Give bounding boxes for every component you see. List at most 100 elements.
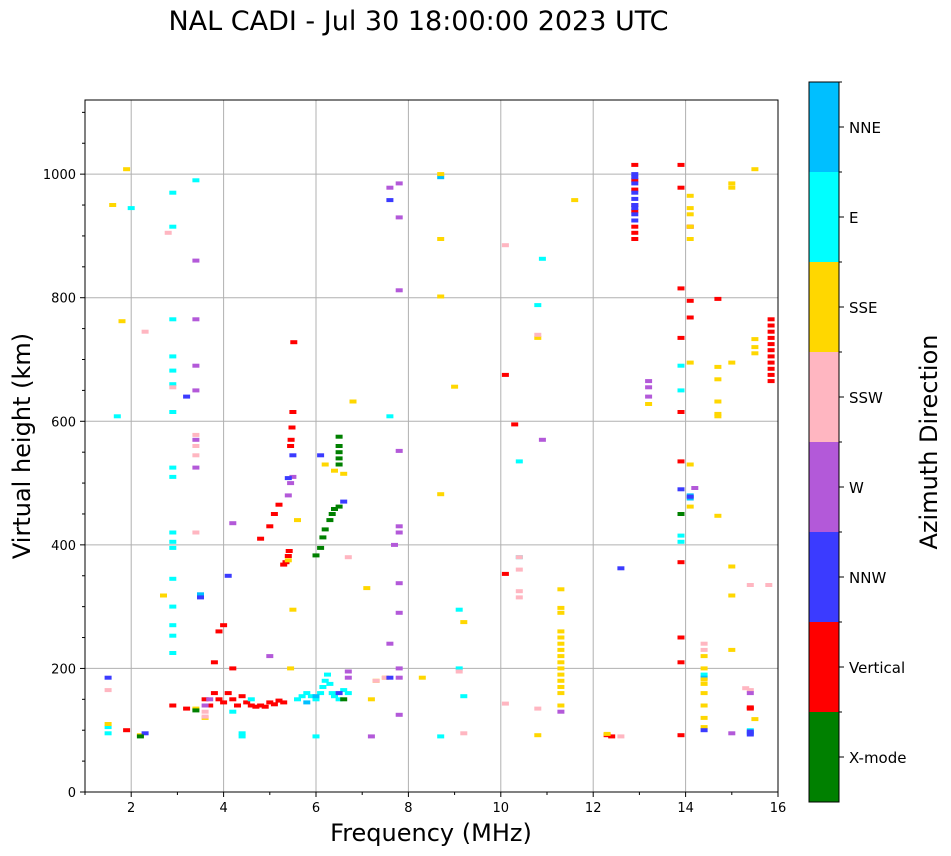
data-point-vertical — [261, 704, 269, 709]
colorbar-tick-label: E — [849, 209, 858, 227]
data-point-ssw — [746, 583, 754, 587]
data-point-vertical — [201, 697, 209, 702]
data-point-sse — [714, 513, 722, 518]
data-point-w — [395, 712, 403, 717]
data-point-vertical — [280, 700, 288, 705]
data-point-sse — [534, 335, 542, 340]
data-point-w — [395, 215, 403, 220]
data-point-nnw — [617, 566, 625, 571]
data-point-e — [326, 681, 334, 686]
data-point-vertical — [677, 733, 685, 738]
data-point-e — [534, 303, 542, 308]
data-point-e — [169, 651, 177, 655]
data-point-sse — [557, 587, 565, 592]
data-point-e — [312, 734, 320, 739]
data-point-w — [395, 666, 403, 671]
data-point-w — [192, 317, 200, 322]
data-point-e — [169, 530, 177, 535]
colorbar: X-mode Vertical NNW W SSW SSE E NNE — [808, 81, 906, 803]
data-point-x-mode — [328, 512, 336, 516]
data-point-sse — [437, 172, 445, 177]
data-point-vertical — [767, 317, 775, 322]
data-point-vertical — [210, 660, 218, 665]
data-point-w — [645, 379, 653, 384]
data-point-nnw — [197, 595, 204, 600]
data-point-vertical — [266, 524, 274, 529]
data-point-vertical — [270, 702, 278, 707]
data-point-e — [460, 694, 468, 699]
data-point-nnw — [183, 394, 191, 399]
data-point-ssw — [746, 688, 754, 693]
data-point-sse — [294, 518, 301, 523]
data-point-vertical — [290, 340, 298, 345]
data-point-e — [169, 576, 177, 581]
colorbar-frame — [808, 81, 840, 803]
data-layer — [104, 162, 775, 739]
data-point-ssw — [192, 444, 200, 448]
data-point-sse — [349, 399, 357, 404]
data-point-nnw — [746, 729, 754, 734]
x-tick-label: 10 — [493, 801, 510, 816]
data-point-nnw — [289, 453, 297, 458]
data-point-sse — [700, 681, 708, 686]
data-point-vertical — [289, 410, 297, 414]
data-point-ssw — [534, 332, 542, 337]
data-point-sse — [571, 198, 579, 203]
data-point-e — [307, 694, 315, 699]
data-point-nnw — [631, 175, 639, 180]
data-point-x-mode — [335, 434, 343, 439]
data-point-nnw — [631, 181, 639, 186]
data-point-sse — [700, 666, 708, 671]
data-point-nnw — [386, 675, 394, 680]
data-point-nnw — [631, 172, 639, 177]
data-point-vertical — [257, 536, 265, 541]
data-point-vertical — [266, 700, 274, 705]
data-point-e — [298, 694, 306, 699]
data-point-e — [455, 607, 463, 612]
data-point-vertical — [686, 315, 694, 320]
data-point-nnw — [224, 573, 232, 578]
data-point-sse — [557, 647, 565, 652]
data-point-sse — [751, 351, 759, 356]
data-point-e — [169, 224, 177, 229]
data-point-ssw — [192, 432, 200, 437]
data-point-e — [317, 691, 325, 696]
data-point-ssw — [617, 734, 625, 739]
data-point-ssw — [534, 706, 542, 711]
data-point-sse — [340, 471, 348, 476]
data-point-vertical — [284, 554, 292, 558]
data-point-sse — [686, 504, 694, 509]
data-point-nnw — [104, 675, 112, 680]
data-point-sse — [557, 641, 565, 646]
y-axis-label: Virtual height (km) — [8, 333, 36, 559]
data-point-e — [169, 623, 177, 628]
data-point-vertical — [287, 437, 295, 442]
data-point-vertical — [252, 704, 260, 709]
data-point-sse — [686, 206, 694, 211]
x-tick-label: 12 — [585, 801, 602, 816]
data-point-e — [677, 363, 685, 368]
data-point-sse — [284, 558, 292, 563]
data-point-vertical — [631, 230, 639, 235]
colorbar-swatch-nne — [809, 82, 839, 172]
data-point-nne — [197, 592, 204, 597]
data-point-sse — [714, 364, 722, 369]
data-point-e — [169, 465, 177, 470]
data-point-sse — [728, 593, 736, 598]
data-point-vertical — [224, 691, 232, 696]
data-point-e — [113, 414, 121, 419]
data-point-vertical — [767, 329, 775, 334]
data-point-sse — [331, 468, 338, 473]
data-point-ssw — [501, 243, 509, 248]
data-point-e — [169, 604, 177, 609]
data-point-w — [287, 481, 295, 486]
data-point-vertical — [677, 162, 685, 167]
data-point-sse — [109, 203, 117, 207]
data-point-sse — [437, 237, 445, 241]
data-point-sse — [557, 610, 565, 615]
data-point-vertical — [287, 444, 295, 448]
data-point-vertical — [257, 703, 265, 708]
data-point-ssw — [455, 669, 463, 674]
data-point-w — [201, 703, 209, 708]
